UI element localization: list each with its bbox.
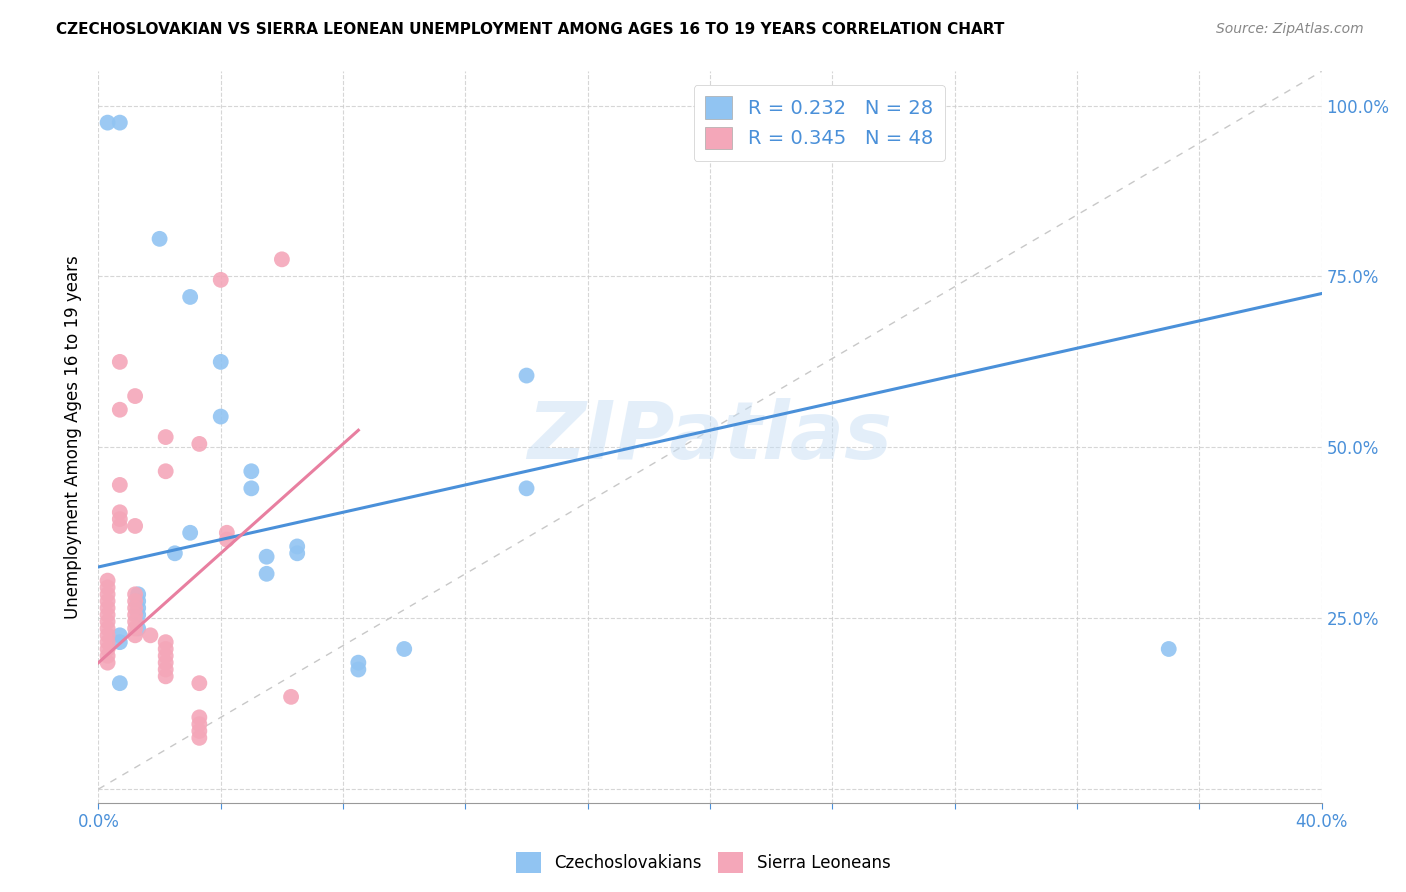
Point [108, 115, 131, 129]
Point [108, 478, 131, 492]
Point [155, 648, 177, 663]
Point [127, 622, 149, 636]
Point [124, 587, 146, 601]
Point [97, 607, 120, 622]
Point [256, 566, 278, 581]
Point [155, 656, 177, 670]
Point [127, 594, 149, 608]
Point [347, 663, 370, 677]
Point [97, 648, 120, 663]
Legend: Czechoslovakians, Sierra Leoneans: Czechoslovakians, Sierra Leoneans [509, 846, 897, 880]
Point [124, 519, 146, 533]
Point [188, 717, 211, 731]
Point [124, 615, 146, 629]
Point [155, 430, 177, 444]
Point [127, 601, 149, 615]
Point [124, 628, 146, 642]
Point [124, 389, 146, 403]
Point [270, 252, 292, 267]
Point [163, 546, 186, 560]
Point [97, 642, 120, 657]
Point [97, 635, 120, 649]
Point [1157, 642, 1180, 657]
Point [124, 607, 146, 622]
Point [108, 505, 131, 519]
Point [516, 368, 538, 383]
Point [124, 601, 146, 615]
Point [124, 594, 146, 608]
Point [108, 512, 131, 526]
Point [256, 549, 278, 564]
Point [149, 232, 172, 246]
Point [97, 656, 120, 670]
Point [97, 581, 120, 595]
Point [97, 594, 120, 608]
Point [347, 656, 370, 670]
Point [188, 437, 211, 451]
Point [240, 464, 263, 478]
Point [139, 628, 162, 642]
Point [108, 628, 131, 642]
Point [285, 540, 308, 554]
Text: CZECHOSLOVAKIAN VS SIERRA LEONEAN UNEMPLOYMENT AMONG AGES 16 TO 19 YEARS CORRELA: CZECHOSLOVAKIAN VS SIERRA LEONEAN UNEMPL… [56, 22, 1005, 37]
Point [155, 663, 177, 677]
Point [108, 635, 131, 649]
Point [240, 481, 263, 495]
Point [108, 519, 131, 533]
Point [97, 622, 120, 636]
Point [127, 607, 149, 622]
Point [155, 642, 177, 657]
Point [188, 724, 211, 739]
Text: Source: ZipAtlas.com: Source: ZipAtlas.com [1216, 22, 1364, 37]
Point [188, 710, 211, 724]
Point [188, 676, 211, 690]
Point [108, 355, 131, 369]
Point [108, 676, 131, 690]
Point [97, 615, 120, 629]
Point [97, 628, 120, 642]
Point [188, 731, 211, 745]
Point [209, 409, 232, 424]
Y-axis label: Unemployment Among Ages 16 to 19 years: Unemployment Among Ages 16 to 19 years [65, 255, 83, 619]
Point [97, 587, 120, 601]
Point [97, 574, 120, 588]
Point [127, 587, 149, 601]
Legend: R = 0.232   N = 28, R = 0.345   N = 48: R = 0.232 N = 28, R = 0.345 N = 48 [693, 85, 945, 161]
Point [155, 635, 177, 649]
Point [209, 355, 232, 369]
Point [392, 642, 416, 657]
Point [155, 464, 177, 478]
Point [179, 290, 201, 304]
Text: ZIPatlas: ZIPatlas [527, 398, 893, 476]
Point [97, 601, 120, 615]
Point [215, 525, 238, 540]
Point [209, 273, 232, 287]
Point [155, 669, 177, 683]
Point [285, 546, 308, 560]
Point [280, 690, 302, 704]
Point [215, 533, 238, 547]
Point [124, 622, 146, 636]
Point [516, 481, 538, 495]
Point [108, 402, 131, 417]
Point [97, 115, 120, 129]
Point [179, 525, 201, 540]
